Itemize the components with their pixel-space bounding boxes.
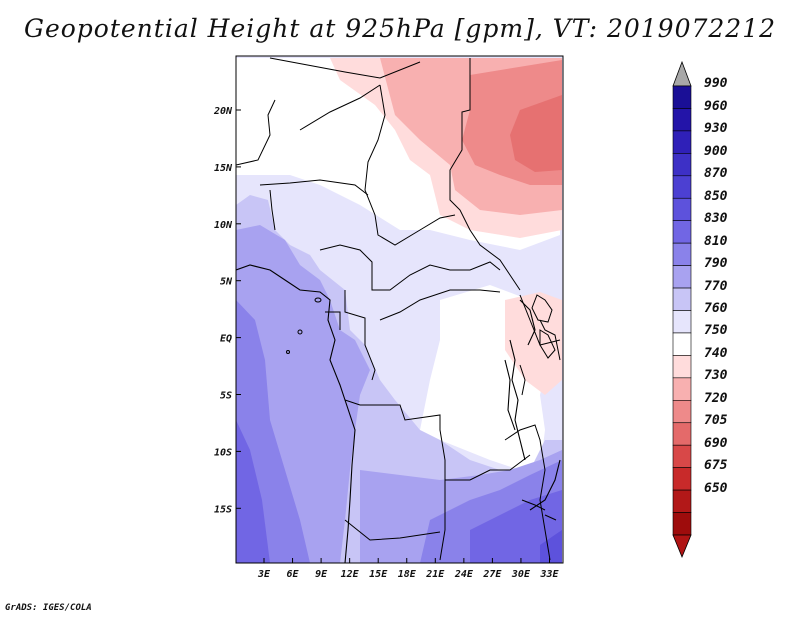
legend-swatch — [672, 310, 692, 334]
y-tick-label: 5S — [220, 391, 232, 402]
legend-swatch — [672, 130, 692, 154]
y-tick-label: 10N — [214, 220, 233, 231]
field-830 — [236, 420, 270, 563]
legend-level-label: 675 — [704, 458, 728, 474]
legend-swatch — [672, 399, 692, 424]
y-tick-label: 20N — [213, 106, 233, 117]
field-850-southeast — [540, 530, 562, 563]
y-tick-label: 5N — [220, 277, 233, 288]
legend-level-label: 810 — [704, 233, 728, 249]
legend-swatch — [672, 108, 692, 132]
y-tick-label: 10S — [214, 447, 232, 458]
legend-swatch — [672, 444, 692, 468]
legend-level-label: 850 — [704, 188, 728, 204]
legend-level-label: 690 — [704, 435, 728, 451]
field-750-lakes — [505, 292, 562, 395]
legend-level-label: 990 — [704, 76, 728, 92]
field-830-southeast — [470, 490, 562, 563]
legend-swatch — [672, 287, 692, 311]
color-legend — [672, 60, 692, 559]
x-tick-label: 6E — [287, 569, 300, 580]
x-tick-label: 27E — [482, 569, 502, 580]
legend-level-label: 960 — [704, 98, 728, 114]
legend-level-label: 930 — [704, 121, 728, 137]
legend-swatch — [672, 377, 692, 401]
country-borders — [236, 57, 561, 561]
map-title: Geopotential Height at 925hPa [gpm], VT:… — [23, 14, 777, 43]
legend-level-label: 830 — [704, 211, 728, 227]
x-tick-label: 3E — [257, 569, 271, 580]
legend-swatch — [672, 153, 692, 177]
legend-arrow-top — [672, 60, 692, 87]
legend-level-label: 720 — [704, 390, 728, 406]
lakes — [286, 294, 557, 521]
legend-swatch — [672, 422, 692, 446]
x-tick-label: 24E — [454, 569, 474, 580]
legend-swatch — [672, 265, 692, 289]
legend-level-label: 790 — [704, 256, 728, 272]
axis-tick-labels: 3E 6E 9E 12E 15E 18E 21E 24E 27E 30E 33E 20N 15N 10N 5… — [213, 106, 560, 580]
legend-swatch — [672, 355, 692, 379]
x-tick-label: 15E — [369, 569, 388, 580]
coastline — [236, 264, 561, 563]
x-tick-label: 33E — [539, 569, 559, 580]
y-tick-label: EQ — [220, 334, 232, 345]
legend-level-label: 760 — [704, 300, 728, 316]
x-tick-label: 21E — [425, 569, 445, 580]
field-720 — [510, 95, 562, 172]
legend-swatch — [672, 197, 692, 222]
legend-swatch — [672, 512, 692, 536]
axis-ticks — [236, 109, 550, 563]
legend-swatch — [672, 332, 692, 356]
legend-swatch — [672, 489, 692, 513]
height-field — [236, 56, 563, 563]
legend-swatch — [672, 242, 692, 266]
x-tick-label: 18E — [398, 569, 417, 580]
legend-level-label: 705 — [704, 413, 728, 429]
map-frame — [235, 55, 564, 564]
legend-swatch — [672, 467, 692, 491]
x-tick-label: 9E — [315, 569, 328, 580]
legend-level-label: 650 — [704, 480, 728, 496]
legend-level-label: 900 — [704, 143, 728, 159]
legend-level-label: 770 — [704, 278, 728, 294]
legend-level-label: 740 — [704, 345, 728, 361]
legend-level-label: 750 — [704, 323, 728, 339]
y-tick-label: 15N — [214, 163, 233, 174]
legend-swatch — [672, 85, 692, 109]
legend-level-label: 730 — [704, 368, 728, 384]
footer-credit: GrADS: IGES/COLA — [5, 603, 92, 613]
y-tick-label: 15S — [214, 504, 232, 515]
legend-swatch — [672, 220, 692, 244]
x-tick-label: 12E — [341, 569, 360, 580]
x-tick-label: 30E — [511, 569, 531, 580]
legend-level-label: 870 — [704, 166, 728, 182]
legend-swatch — [672, 175, 692, 199]
legend-arrow-bottom — [672, 534, 692, 559]
